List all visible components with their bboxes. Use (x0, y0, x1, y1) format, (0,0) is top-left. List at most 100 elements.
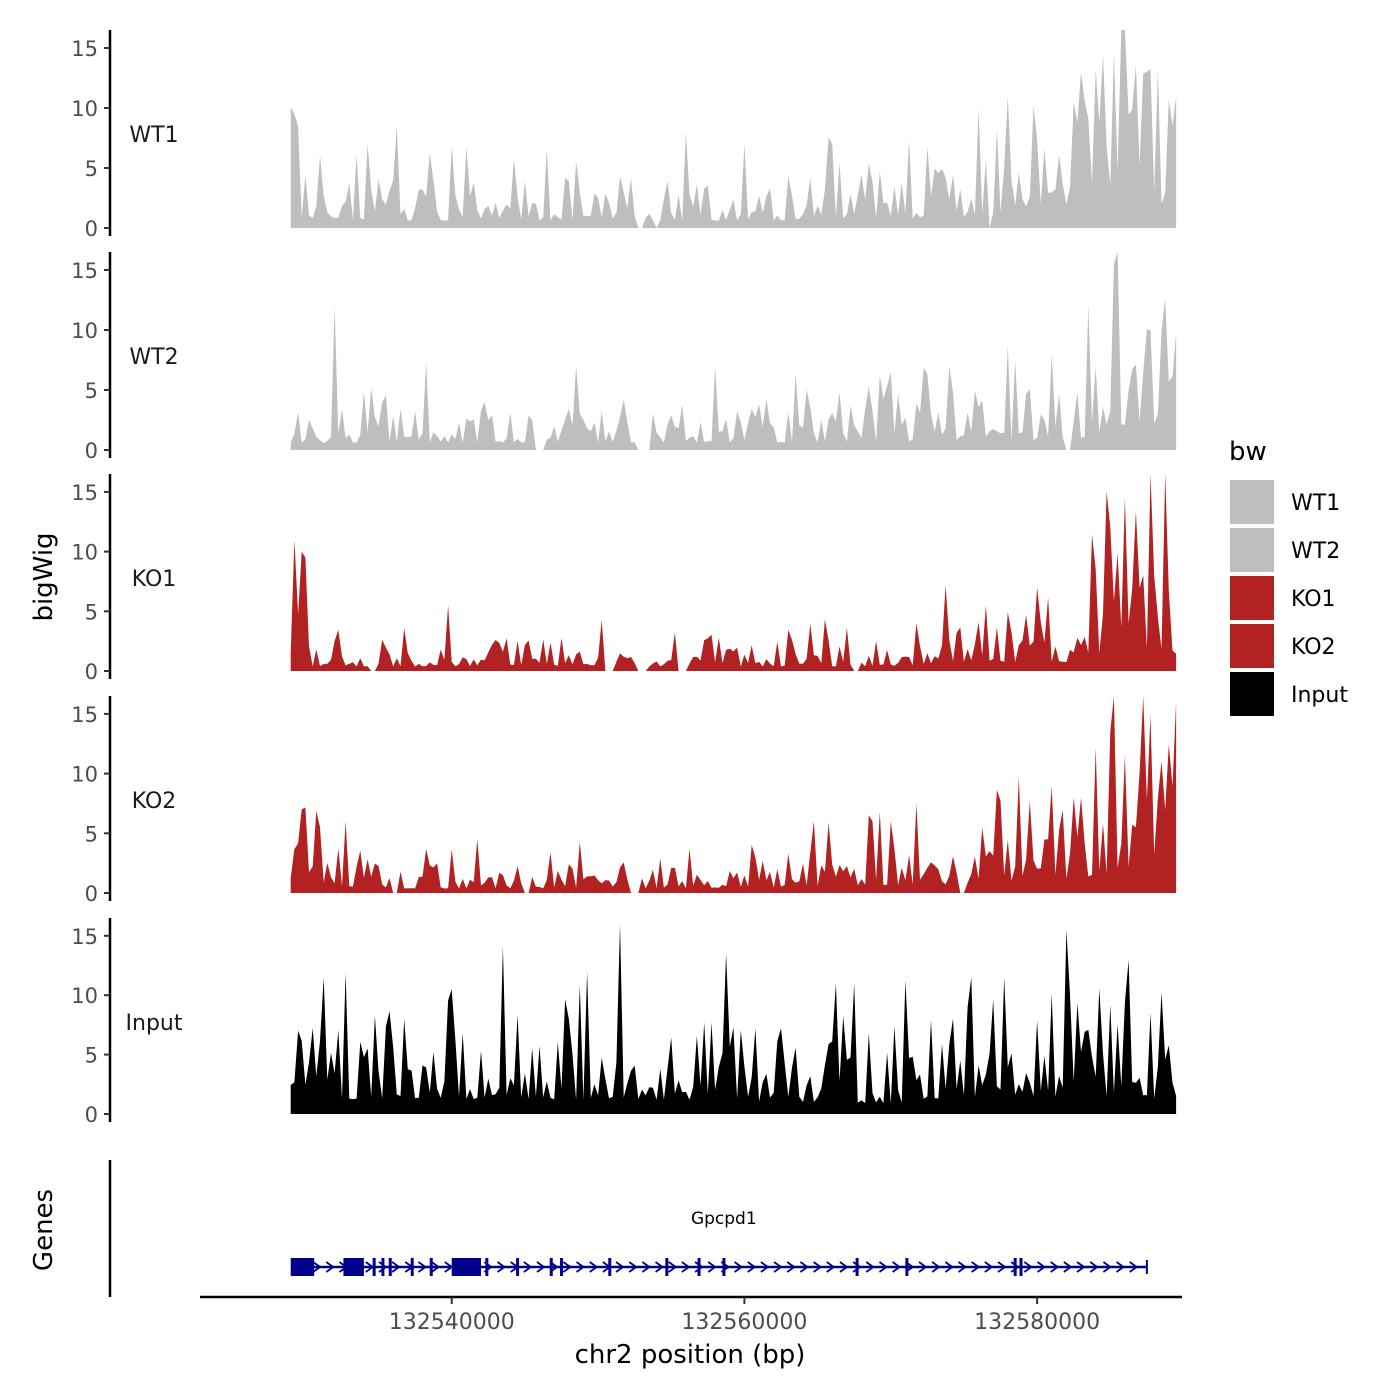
gene-exon-small (905, 1258, 909, 1276)
y-tick-label: 10 (71, 97, 98, 121)
gene-name-label: Gpcpd1 (691, 1209, 757, 1229)
area-ko2 (290, 696, 1177, 893)
strand-arrow (984, 1261, 994, 1273)
strand-arrow (931, 1261, 941, 1273)
gene-exon-small (1013, 1258, 1017, 1276)
x-axis: 132540000 132560000 132580000 (200, 1295, 1182, 1335)
strand-arrow (1089, 1261, 1099, 1273)
legend-label-ko1: KO1 (1291, 587, 1336, 612)
legend-swatch-wt1 (1230, 480, 1274, 524)
y-tick-label: 10 (71, 984, 98, 1008)
strand-arrow (1010, 1261, 1020, 1273)
strand-arrow (773, 1261, 783, 1273)
gene-exon (343, 1258, 364, 1276)
area-input (290, 923, 1177, 1114)
y-tick-label: 0 (85, 660, 98, 684)
legend-swatch-ko1 (1230, 576, 1274, 620)
strand-arrow (1036, 1261, 1047, 1273)
legend-label-wt1: WT1 (1291, 491, 1340, 516)
x-tick-label: 132560000 (681, 1310, 807, 1335)
genes-panel: Gpcpd1 (108, 1160, 1148, 1297)
strand-arrow (892, 1261, 902, 1273)
gene-exon-small (372, 1258, 376, 1276)
y-tick-label: 10 (71, 763, 98, 787)
strand-arrow (1050, 1261, 1060, 1273)
strand-arrow (628, 1261, 638, 1273)
strand-arrow (865, 1261, 875, 1273)
y-tick-label: 5 (85, 379, 98, 403)
strand-arrow (957, 1261, 968, 1273)
strand-arrow (536, 1261, 546, 1273)
strand-arrow (786, 1261, 796, 1273)
strand-arrow (575, 1261, 586, 1273)
gene-exon-small (516, 1258, 520, 1276)
strand-arrow (562, 1261, 572, 1273)
strand-arrow (681, 1261, 691, 1273)
legend-swatch-wt2 (1230, 528, 1274, 572)
strand-arrow (707, 1261, 717, 1273)
strand-arrow (655, 1261, 665, 1273)
legend-swatch-input (1230, 672, 1274, 716)
strand-arrow (944, 1261, 954, 1273)
legend-label-ko2: KO2 (1291, 635, 1336, 660)
legend-label-wt2: WT2 (1291, 539, 1340, 564)
gene-exon-small (549, 1258, 553, 1276)
y-tick-label: 15 (71, 259, 98, 283)
legend: bw WT1 WT2 KO1 KO2 Input (1229, 437, 1348, 716)
gene-exon (290, 1258, 315, 1276)
x-axis-title: chr2 position (bp) (575, 1340, 806, 1370)
track-label: WT2 (129, 345, 178, 370)
strand-arrow (431, 1261, 441, 1273)
gene-exon-small (1019, 1258, 1023, 1276)
y-tick-label: 5 (85, 822, 98, 846)
y-tick-label: 5 (85, 600, 98, 624)
y-tick-label: 5 (85, 157, 98, 181)
y-tick-label: 10 (71, 319, 98, 343)
strand-arrow (523, 1261, 533, 1273)
strand-arrow (1076, 1261, 1086, 1273)
gene-exon-small (722, 1258, 726, 1276)
bigwig-tracks: 0 5 10 15 WT1 0 5 10 15 WT2 0 5 10 15 KO1 0 5 10 15 KO2 0 5 10… (71, 30, 1177, 1127)
strand-arrow (615, 1261, 625, 1273)
y-tick-label: 0 (85, 882, 98, 906)
strand-arrow (668, 1261, 678, 1273)
area-wt1 (290, 30, 1177, 228)
strand-arrow (1023, 1261, 1033, 1273)
area-wt2 (290, 252, 1177, 450)
track-label: Input (126, 1011, 183, 1036)
strand-arrow (641, 1261, 651, 1273)
strand-arrow (997, 1261, 1007, 1273)
strand-arrow (312, 1261, 322, 1273)
gene-exon-small (485, 1258, 489, 1276)
strand-arrow (799, 1261, 809, 1273)
genes-axis-title: Genes (29, 1189, 59, 1271)
legend-title: bw (1229, 437, 1267, 467)
track-wt1: 0 5 10 15 WT1 (71, 30, 1177, 241)
strand-arrow (417, 1261, 427, 1273)
gene-exon-small (410, 1258, 414, 1276)
y-tick-label: 15 (71, 703, 98, 727)
track-label: KO1 (132, 567, 177, 592)
strand-arrow (839, 1261, 849, 1273)
strand-arrow (1116, 1261, 1126, 1273)
y-tick-label: 15 (71, 481, 98, 505)
gene-exon-small (381, 1258, 385, 1276)
y-tick-label: 0 (85, 217, 98, 241)
track-label: WT1 (129, 123, 178, 148)
strand-arrow (694, 1261, 704, 1273)
gene-gpcpd1: Gpcpd1 (290, 1209, 1148, 1276)
y-tick-label: 10 (71, 541, 98, 565)
strand-arrow (971, 1261, 981, 1273)
strand-arrow (878, 1261, 888, 1273)
y-axis-title: bigWig (29, 532, 59, 621)
strand-arrow (1129, 1261, 1139, 1273)
gene-exon-small (697, 1258, 701, 1276)
x-tick-label: 132580000 (974, 1310, 1100, 1335)
x-tick-label: 132540000 (389, 1310, 515, 1335)
track-ko1: 0 5 10 15 KO1 (71, 474, 1177, 684)
strand-arrow (496, 1261, 507, 1273)
y-tick-label: 15 (71, 925, 98, 949)
strand-arrow (325, 1261, 335, 1273)
track-input: 0 5 10 15 Input (71, 918, 1177, 1127)
